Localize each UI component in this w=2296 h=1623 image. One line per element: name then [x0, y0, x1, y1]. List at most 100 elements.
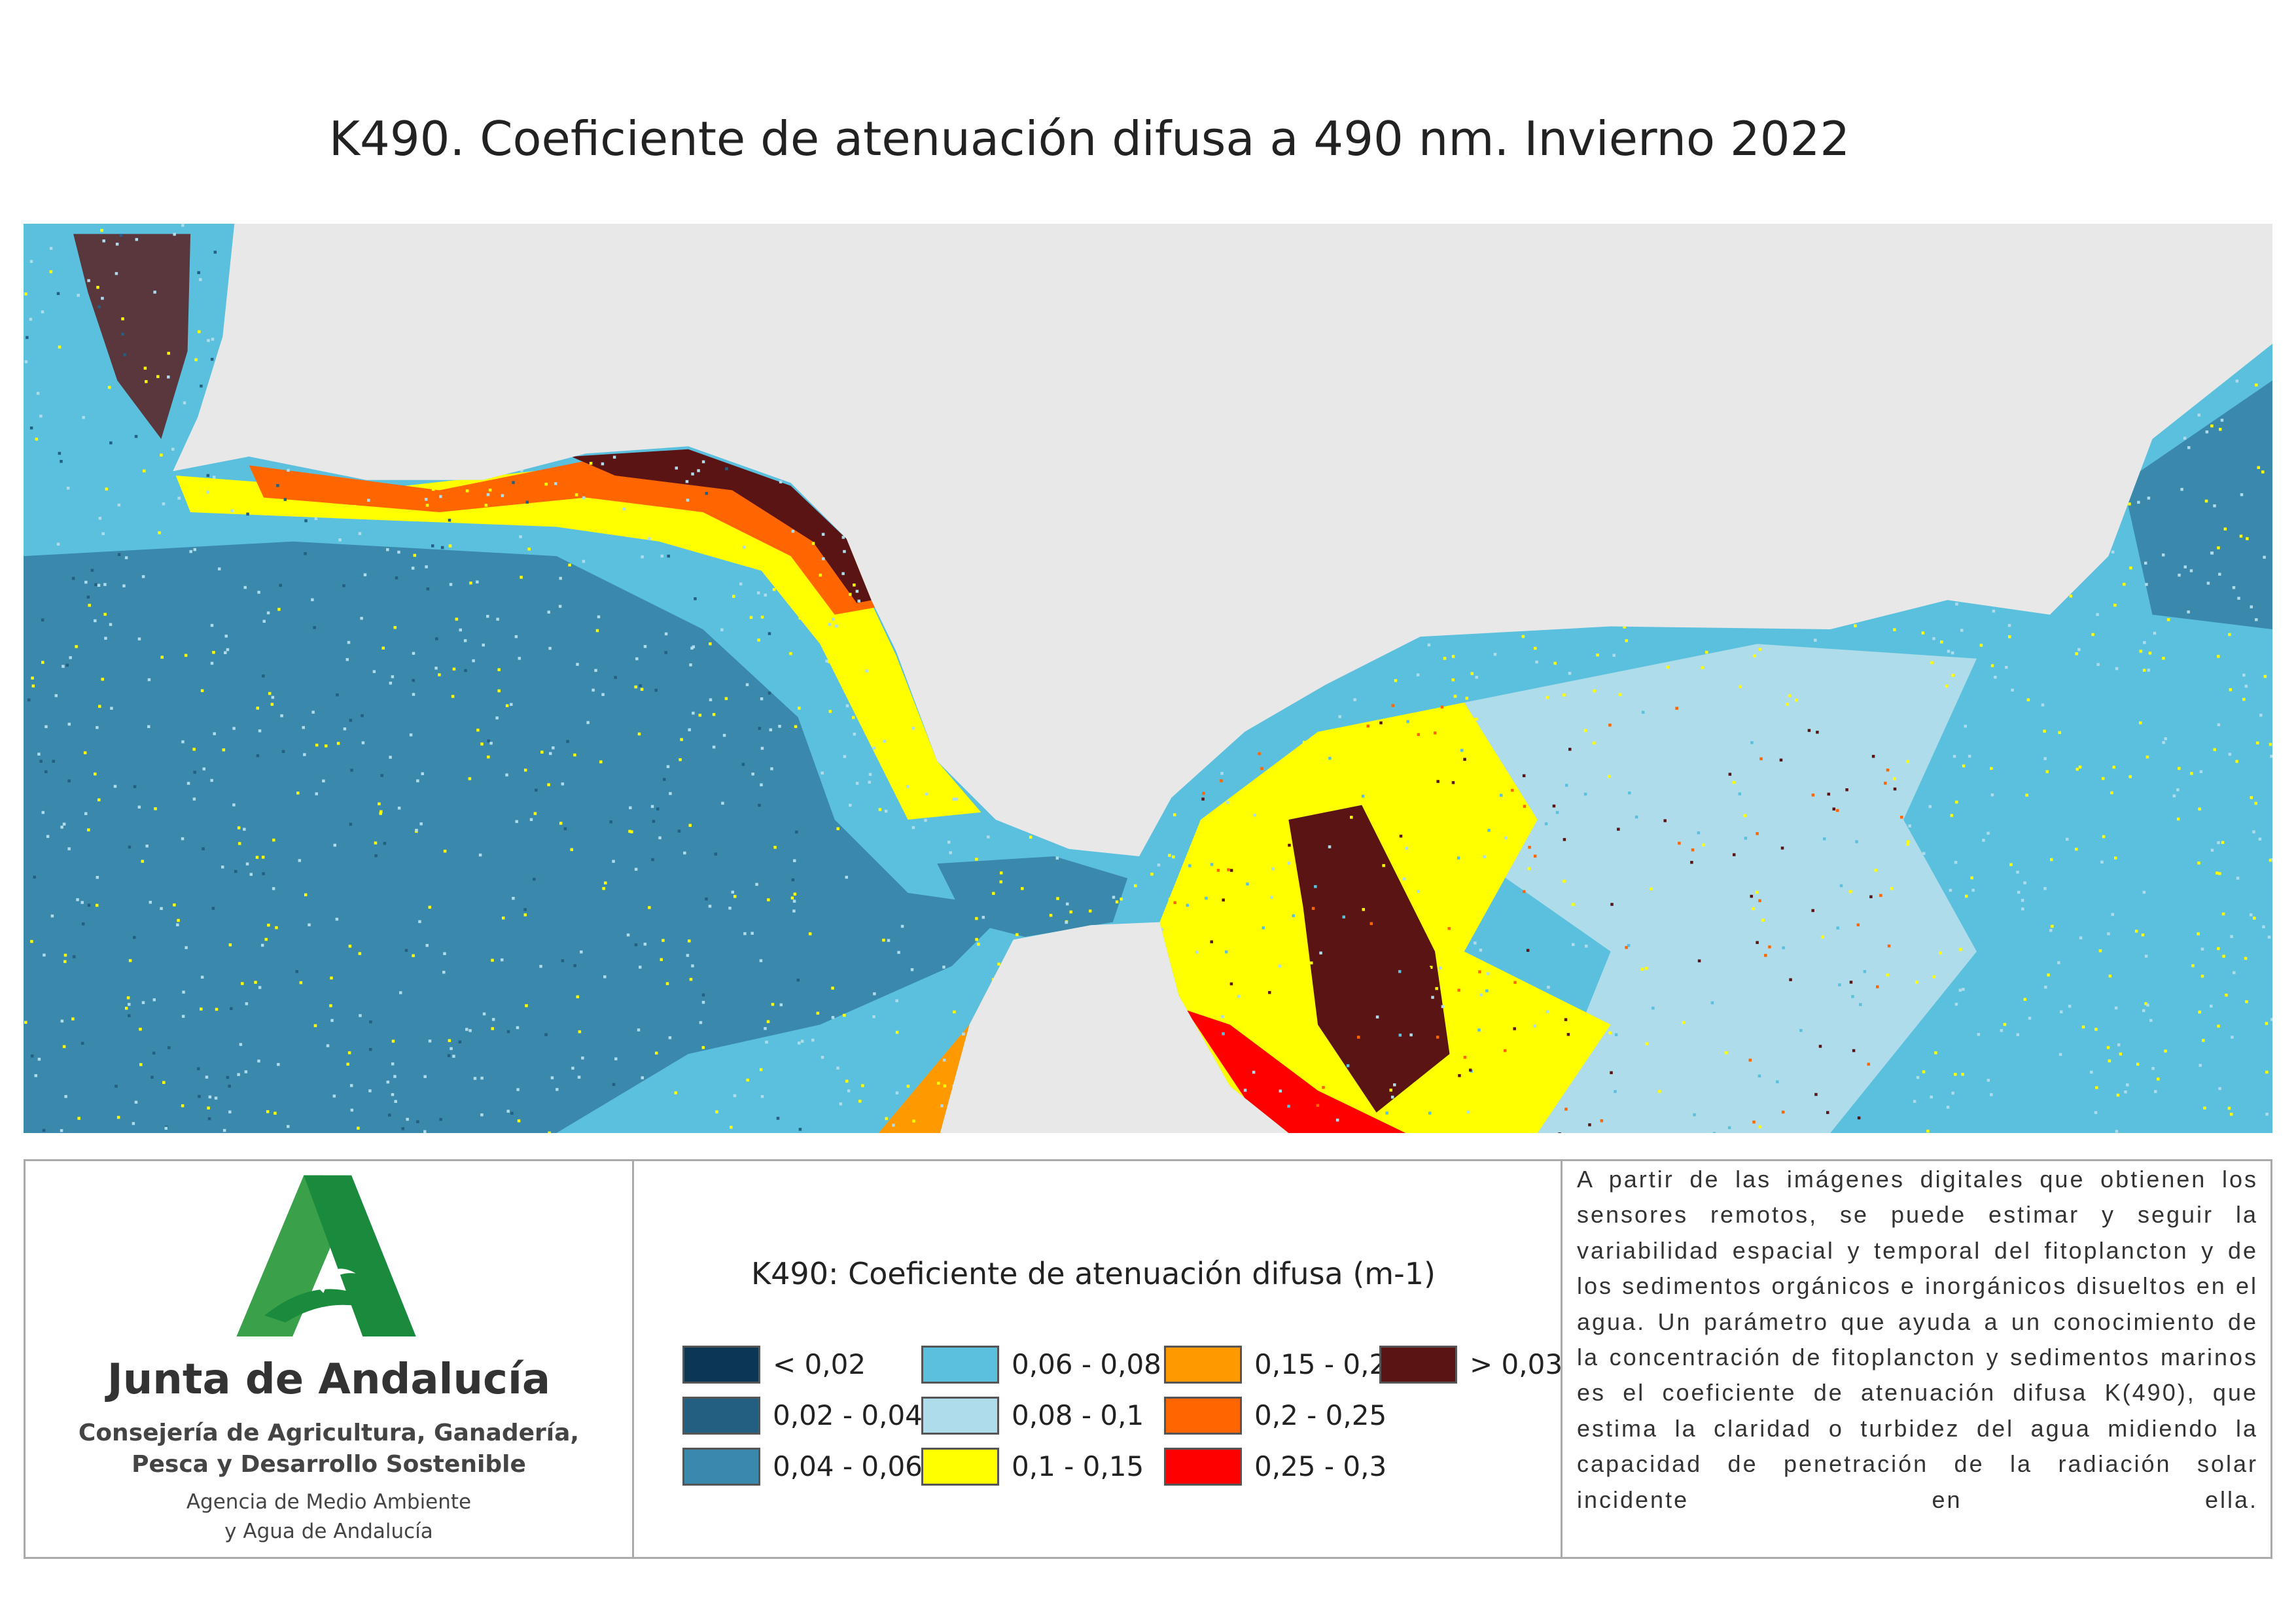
speckle-dot	[1614, 1090, 1617, 1093]
speckle-dot	[266, 611, 270, 615]
speckle-dot	[2265, 1112, 2269, 1116]
speckle-dot	[519, 535, 522, 538]
speckle-dot	[81, 922, 85, 926]
speckle-dot	[192, 797, 196, 801]
speckle-dot	[2213, 504, 2216, 508]
speckle-dot	[1826, 1111, 1829, 1114]
speckle-dot	[2210, 1004, 2213, 1008]
speckle-dot	[1891, 778, 1894, 781]
speckle-dot	[2045, 770, 2049, 773]
speckle-dot	[458, 1040, 462, 1044]
speckle-dot	[1287, 1104, 1290, 1108]
speckle-dot	[2009, 863, 2013, 866]
speckle-dot	[2183, 565, 2187, 568]
speckle-dot	[389, 756, 392, 759]
speckle-dot	[2007, 623, 2011, 627]
speckle-dot	[1168, 898, 1172, 901]
speckle-dot	[792, 909, 796, 913]
speckle-dot	[1691, 848, 1695, 852]
speckle-dot	[705, 897, 708, 901]
speckle-dot	[2218, 1087, 2221, 1091]
speckle-dot	[1922, 852, 1926, 855]
speckle-dot	[614, 676, 617, 679]
speckle-dot	[67, 722, 71, 726]
speckle-dot	[1453, 695, 1457, 698]
speckle-dot	[469, 581, 472, 585]
speckle-dot	[116, 1115, 120, 1119]
speckle-dot	[277, 608, 281, 611]
speckle-dot	[643, 645, 647, 648]
speckle-dot	[768, 691, 771, 695]
speckle-dot	[1564, 1018, 1568, 1021]
speckle-dot	[198, 330, 201, 334]
speckle-dot	[2142, 1009, 2146, 1013]
speckle-dot	[1627, 944, 1631, 947]
speckle-dot	[480, 1076, 484, 1080]
speckle-dot	[755, 882, 758, 886]
speckle-dot	[2096, 613, 2099, 616]
speckle-dot	[484, 504, 488, 507]
speckle-dot	[156, 375, 160, 378]
speckle-dot	[1645, 966, 1648, 970]
speckle-dot	[1970, 876, 1973, 880]
speckle-dot	[2183, 436, 2187, 440]
speckle-dot	[44, 725, 48, 729]
speckle-dot	[1814, 1092, 1818, 1096]
speckle-dot	[228, 943, 232, 947]
speckle-dot	[2252, 830, 2255, 833]
speckle-dot	[2016, 1033, 2020, 1036]
speckle-dot	[943, 1084, 947, 1088]
speckle-dot	[60, 826, 63, 829]
speckle-dot	[1115, 900, 1119, 903]
speckle-dot	[1608, 1031, 1612, 1035]
speckle-dot	[1990, 793, 1994, 797]
speckle-dot	[2026, 698, 2030, 702]
speckle-dot	[488, 488, 492, 492]
speckle-dot	[386, 1080, 390, 1084]
speckle-dot	[1955, 602, 1958, 606]
speckle-dot	[1220, 779, 1223, 782]
speckle-dot	[776, 1117, 780, 1120]
speckle-dot	[1274, 742, 1278, 746]
speckle-dot	[1786, 703, 1790, 706]
speckle-dot	[1702, 843, 1705, 846]
speckle-dot	[254, 981, 257, 984]
speckle-dot	[2197, 413, 2200, 417]
speckle-dot	[792, 899, 796, 903]
speckle-dot	[1796, 886, 1799, 890]
speckle-dot	[1795, 699, 1798, 702]
speckle-dot	[2258, 837, 2262, 841]
speckle-dot	[841, 572, 845, 576]
speckle-dot	[60, 460, 63, 463]
speckle-dot	[181, 1104, 185, 1108]
speckle-dot	[664, 651, 667, 654]
speckle-dot	[123, 353, 126, 357]
speckle-dot	[1645, 1042, 1649, 1045]
speckle-dot	[1493, 653, 1497, 656]
speckle-dot	[246, 512, 249, 516]
speckle-dot	[796, 978, 800, 982]
speckle-dot	[2108, 1059, 2111, 1062]
speckle-dot	[412, 652, 415, 655]
speckle-dot	[514, 635, 518, 638]
speckle-dot	[701, 993, 705, 997]
speckle-dot	[1406, 720, 1409, 724]
speckle-dot	[335, 917, 339, 921]
speckle-dot	[548, 1131, 551, 1133]
speckle-dot	[1755, 890, 1759, 894]
speckle-dot	[1836, 926, 1839, 930]
speckle-dot	[1913, 1100, 1916, 1103]
speckle-dot	[712, 712, 716, 716]
speckle-dot	[884, 651, 887, 655]
speckle-dot	[2075, 652, 2078, 655]
speckle-dot	[1666, 665, 1670, 669]
speckle-dot	[287, 1125, 290, 1128]
speckle-dot	[1816, 731, 1819, 734]
speckle-dot	[836, 827, 839, 831]
speckle-dot	[1521, 635, 1525, 638]
speckle-dot	[1065, 920, 1068, 924]
speckle-dot	[113, 784, 117, 788]
speckle-dot	[261, 856, 265, 859]
speckle-dot	[1771, 872, 1774, 876]
speckle-dot	[421, 772, 424, 775]
